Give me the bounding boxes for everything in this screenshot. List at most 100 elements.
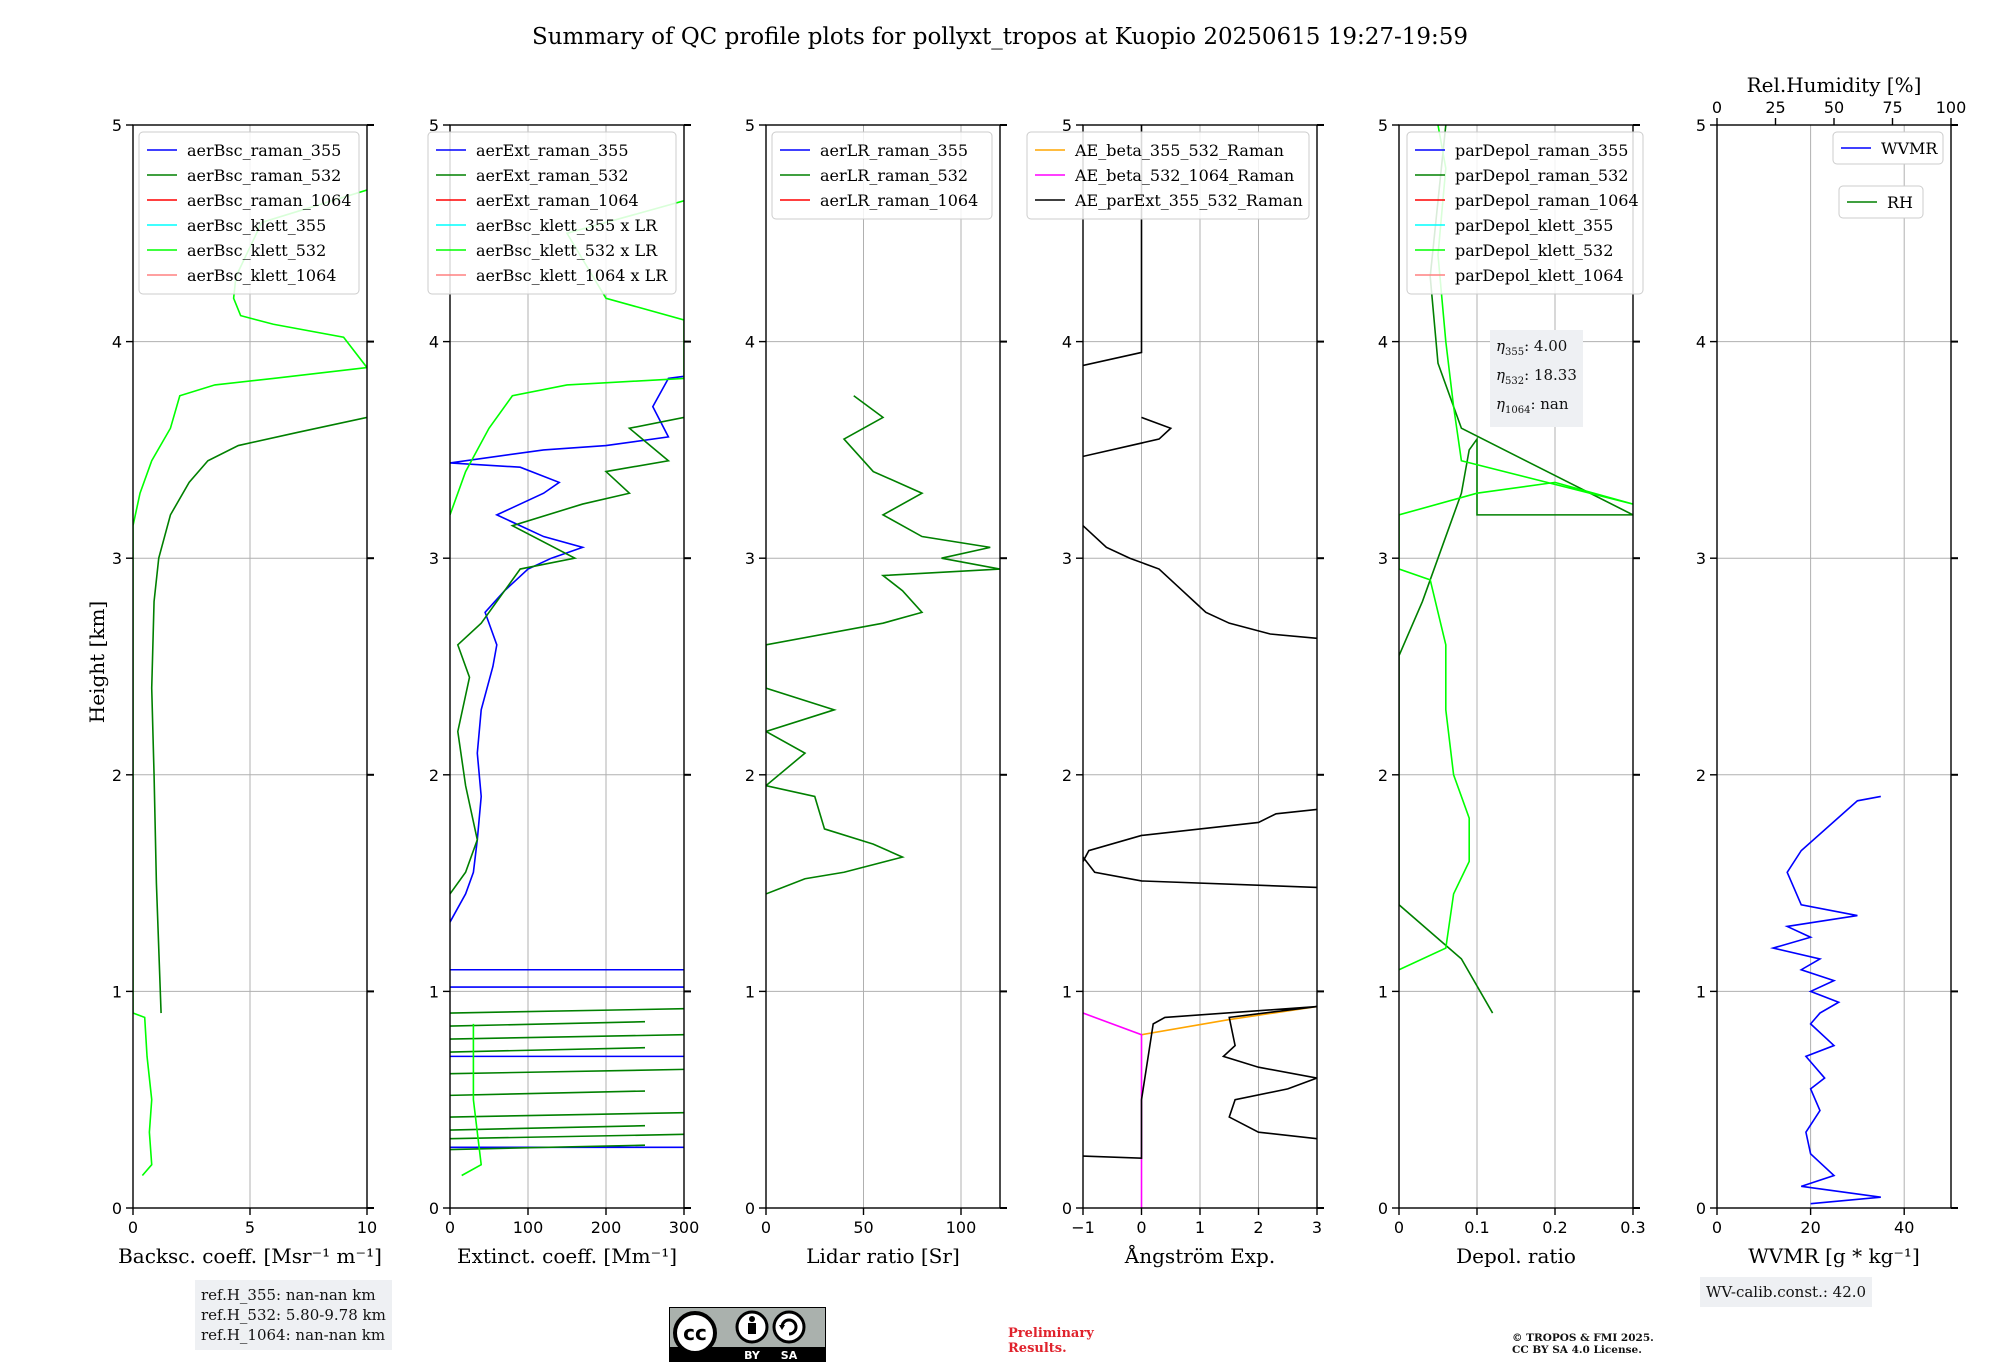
x-tick-label: 200 (591, 1218, 622, 1237)
series-line (1769, 795, 1881, 1205)
legend-entry: aerBsc_klett_532 x LR (476, 241, 658, 260)
legend-entry: aerBsc_raman_532 (187, 166, 341, 185)
legend-entry: WVMR (1881, 139, 1938, 158)
y-tick-label: 4 (1696, 333, 1706, 352)
ref-line: ref.H_532: 5.80-9.78 km (201, 1306, 386, 1324)
wv-calibration-box: WV-calib.const.: 42.0 (1700, 1277, 1873, 1307)
y-axis-label: Height [km] (85, 601, 109, 723)
legend-entry: AE_parExt_355_532_Raman (1074, 191, 1303, 210)
series-line (1083, 808, 1317, 862)
y-tick-label: 2 (112, 766, 122, 785)
legend-entry: aerBsc_klett_1064 x LR (476, 266, 668, 285)
x-tick-label: 100 (513, 1218, 544, 1237)
legend-entry: AE_beta_355_532_Raman (1074, 141, 1284, 160)
y-tick-label: 5 (429, 116, 439, 135)
series-line (133, 189, 367, 1177)
x-axis-label: Lidar ratio [Sr] (806, 1244, 960, 1268)
series-line (461, 1023, 483, 1177)
legend-entry: aerLR_raman_355 (820, 141, 968, 160)
legend-entry: aerBsc_klett_532 (187, 241, 326, 260)
y-tick-label: 0 (745, 1199, 755, 1218)
series-line (450, 1046, 646, 1053)
y-tick-label: 1 (429, 982, 439, 1001)
series-line (450, 416, 684, 895)
y-tick-label: 2 (1062, 766, 1072, 785)
x-tick-label: 0.3 (1620, 1218, 1645, 1237)
y-tick-label: 5 (1062, 116, 1072, 135)
y-tick-label: 0 (1062, 1199, 1072, 1218)
series-line (1399, 125, 1633, 1014)
x-tick-label: 0 (761, 1218, 771, 1237)
legend: aerLR_raman_355 aerLR_raman_532 aerLR_rama… (771, 131, 993, 220)
series-line (450, 1033, 684, 1040)
series-line (766, 395, 1000, 895)
top-x-tick-label: 75 (1882, 98, 1902, 117)
legend-entry: aerExt_raman_355 (476, 141, 629, 160)
y-tick-label: 1 (745, 982, 755, 1001)
y-tick-label: 1 (1378, 982, 1388, 1001)
y-tick-label: 4 (1378, 333, 1388, 352)
x-tick-label: 0 (1394, 1218, 1404, 1237)
ref-line: ref.H_355: nan-nan km (201, 1286, 376, 1304)
top-x-tick-label: 25 (1765, 98, 1785, 117)
y-tick-label: 4 (1062, 333, 1072, 352)
y-tick-label: 0 (429, 1199, 439, 1218)
x-axis-label: Ångström Exp. (1124, 1243, 1275, 1268)
y-tick-label: 5 (112, 116, 122, 135)
y-tick-label: 5 (745, 116, 755, 135)
figure-title: Summary of QC profile plots for pollyxt_… (532, 24, 1468, 50)
x-axis-label: Backsc. coeff. [Msr⁻¹ m⁻¹] (118, 1244, 382, 1268)
x-tick-label: 0 (128, 1218, 138, 1237)
legend-entry: aerBsc_klett_1064 (187, 266, 336, 285)
x-tick-label: −1 (1071, 1218, 1095, 1237)
legend-entry: parDepol_klett_532 (1455, 241, 1613, 260)
legend: WVMR (1832, 131, 1944, 165)
top-x-axis-label: Rel.Humidity [%] (1747, 73, 1922, 97)
legend-entry: parDepol_raman_1064 (1455, 191, 1639, 210)
x-tick-label: 0.2 (1542, 1218, 1567, 1237)
plot-area (450, 200, 684, 1177)
plot-area (1083, 125, 1317, 1208)
series-line (1399, 125, 1633, 971)
panel-2: 0 1 2 3 4 5 0 100 200 300 Extinct. coeff. [Mm⁻¹] ae… (427, 116, 699, 1268)
y-tick-label: 5 (1696, 116, 1706, 135)
legend-entry: aerLR_raman_532 (820, 166, 968, 185)
axes-frame (765, 124, 1001, 1209)
preliminary-note: Preliminary Results. (1008, 1326, 1094, 1356)
y-tick-label: 2 (429, 766, 439, 785)
x-tick-label: 40 (1894, 1218, 1914, 1237)
y-tick-label: 0 (1696, 1199, 1706, 1218)
series-line (450, 1068, 684, 1075)
y-tick-label: 3 (745, 549, 755, 568)
y-tick-label: 0 (1378, 1199, 1388, 1218)
series-line (450, 1090, 646, 1097)
x-tick-label: 20 (1800, 1218, 1820, 1237)
top-x-tick-label: 100 (1936, 98, 1967, 117)
plot-area (766, 395, 1000, 895)
eta-line: η532: 18.33 (1496, 366, 1577, 387)
series-line (1083, 1005, 1317, 1160)
x-tick-label: 100 (946, 1218, 977, 1237)
cc-license-badge: cc BY SA (669, 1307, 826, 1362)
cc-icon (673, 1311, 717, 1355)
series-line (450, 1111, 684, 1118)
series-line (450, 1133, 684, 1140)
legend: aerExt_raman_355 aerExt_raman_532 aerExt_r… (427, 131, 677, 295)
x-axis-label: Extinct. coeff. [Mm⁻¹] (457, 1244, 677, 1268)
legend-entry: aerExt_raman_532 (476, 166, 629, 185)
plot-area (133, 189, 367, 1177)
series-line (450, 1144, 646, 1151)
y-tick-label: 2 (745, 766, 755, 785)
series-line (450, 1124, 646, 1131)
copyright-note: © TROPOS & FMI 2025. CC BY SA 4.0 Licens… (1512, 1332, 1654, 1356)
legend: parDepol_raman_355 parDepol_raman_532 parD… (1406, 131, 1644, 295)
legend-entry: parDepol_klett_355 (1455, 216, 1613, 235)
x-tick-label: 50 (853, 1218, 873, 1237)
y-tick-label: 1 (112, 982, 122, 1001)
x-tick-label: 5 (245, 1218, 255, 1237)
legend-box (1838, 185, 1924, 219)
panel-5: 0 1 2 3 4 5 0 0.1 0.2 0.3 Depol. ratio parDepol_ram… (1378, 116, 1646, 1268)
x-tick-label: 0 (1712, 1218, 1722, 1237)
y-tick-label: 3 (112, 549, 122, 568)
